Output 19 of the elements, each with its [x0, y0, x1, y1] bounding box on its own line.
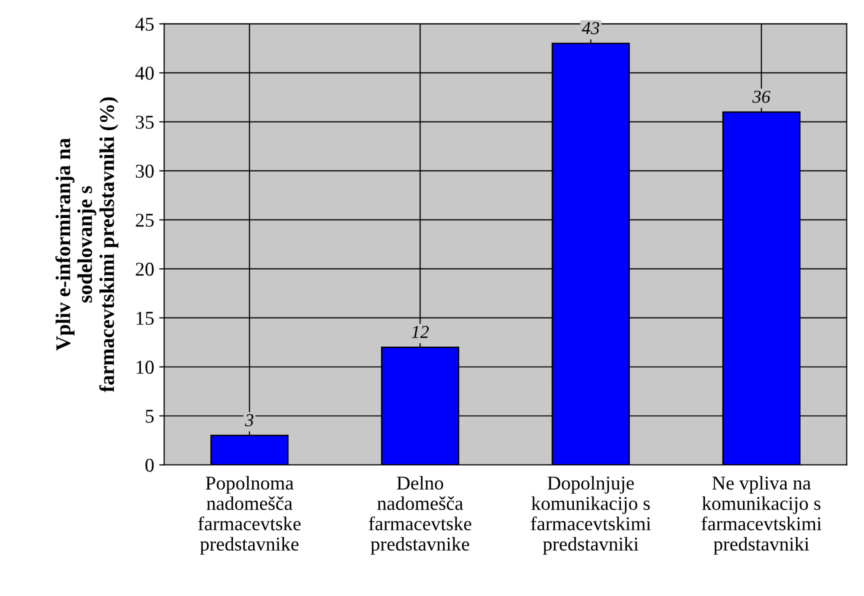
data-label: 36: [752, 90, 770, 103]
data-label: 43: [582, 22, 600, 34]
y-tick-label: 20: [136, 262, 154, 276]
y-tick-label: 0: [145, 458, 154, 472]
y-tick-label: 40: [135, 66, 154, 80]
data-label: 3: [244, 414, 254, 426]
y-tick-label: 25: [136, 214, 154, 227]
x-tick-label: Ne vpliva na komunikacijo s farmacevtskimi predstavniki: [702, 476, 822, 555]
y-tick-label: 10: [136, 360, 154, 374]
y-tick-label: 45: [135, 18, 154, 31]
y-tick-label: 5: [146, 410, 154, 423]
y-tick-label: 15: [136, 312, 154, 325]
y-tick-label: 30: [136, 164, 154, 178]
data-label: 12: [412, 326, 429, 338]
x-tick-label: Dopolnjuje komunikacijo s farmacevtskimi predstavniki: [530, 476, 651, 555]
y-tick-label: 35: [136, 116, 154, 129]
x-tick-label: Popolnoma nadomešča farmacevtske predstavnike: [198, 476, 301, 555]
x-tick-label: Delno nadomešča farmacevtske predstavnike: [368, 476, 472, 555]
y-axis-title: Vpliv e-informiranja na sodelovanje s farmacevtskimi predstavniki (%): [55, 97, 118, 392]
